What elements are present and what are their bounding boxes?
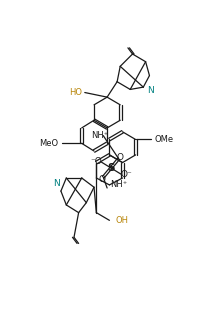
Text: N: N [53,179,60,188]
Text: OMe: OMe [154,135,173,144]
Text: NH⁺: NH⁺ [91,131,109,140]
Text: MeO: MeO [40,139,59,148]
Text: NH⁺: NH⁺ [110,180,127,189]
Text: O⁻: O⁻ [121,170,132,179]
Text: HO: HO [69,88,82,97]
Text: O: O [117,153,124,162]
Text: N: N [147,87,154,95]
Text: S: S [107,163,115,173]
Text: ⁻O: ⁻O [90,157,102,166]
Text: OH: OH [116,216,129,225]
Text: O: O [98,175,105,184]
